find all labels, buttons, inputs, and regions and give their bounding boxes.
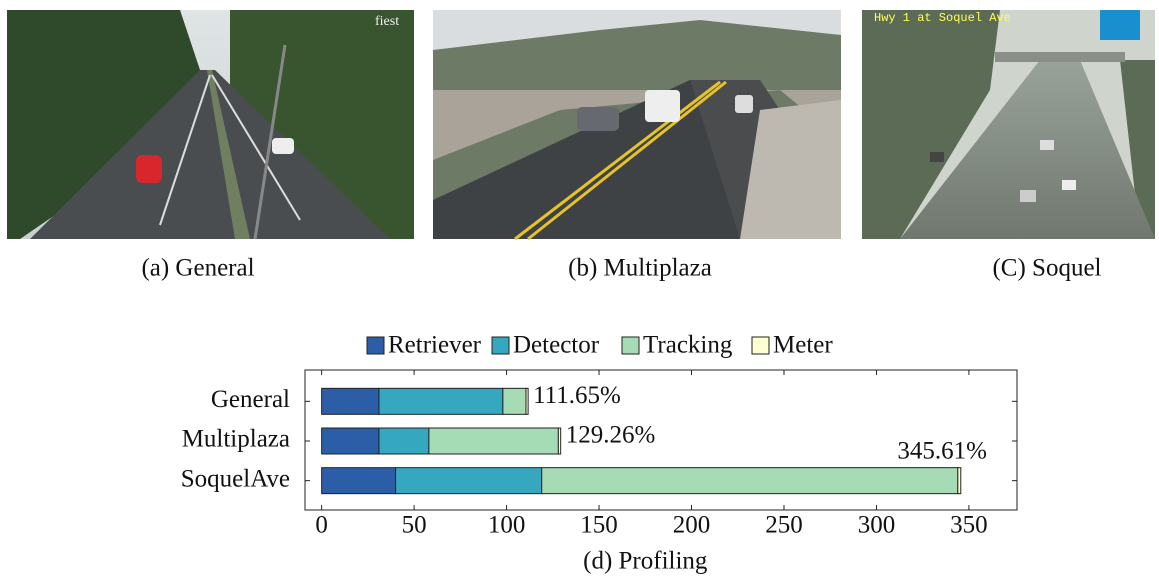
y-tick-label: SoquelAve [181, 465, 290, 492]
bar-segment [525, 387, 529, 415]
photo-general: fiest [7, 10, 414, 240]
bar-segment [321, 467, 397, 495]
watermark: fiest [375, 14, 399, 29]
legend-swatch [366, 336, 385, 355]
bar-segment [395, 467, 543, 495]
axis-frame [304, 369, 1018, 511]
x-tick-label: 300 [858, 512, 896, 539]
total-label: 111.65% [533, 382, 621, 409]
bar-segment [502, 387, 527, 415]
x-tick-label: 250 [765, 512, 803, 539]
x-tick-label: 350 [950, 512, 988, 539]
photo-soquel: Hwy 1 at Soquel Ave [862, 10, 1155, 239]
caption: (C) Soquel [992, 255, 1101, 282]
overlay-text: Hwy 1 at Soquel Ave [874, 11, 1011, 25]
bar-segment [957, 467, 962, 495]
x-tick-label: 50 [402, 512, 427, 539]
total-label: 129.26% [566, 422, 656, 449]
x-tick-label: 150 [580, 512, 618, 539]
legend-swatch [751, 336, 770, 355]
bar-segment [321, 427, 380, 455]
y-tick-label: Multiplaza [182, 426, 290, 453]
photo-multiplaza [433, 10, 841, 241]
bar-segment [321, 387, 380, 415]
bar-segment [378, 427, 430, 455]
x-tick-label: 100 [488, 512, 526, 539]
bar-segment [428, 427, 559, 455]
caption: (a) General [141, 255, 254, 282]
legend-label: Detector [513, 332, 600, 359]
legend-label: Meter [773, 332, 833, 359]
legend-label: Retriever [388, 332, 482, 359]
y-tick-label: General [211, 386, 290, 413]
x-tick-label: 200 [673, 512, 711, 539]
bar-segment [378, 387, 504, 415]
legend-swatch [621, 336, 640, 355]
legend-label: Tracking [643, 332, 733, 359]
x-axis-label: (d) Profiling [583, 548, 708, 575]
bar-segment [557, 427, 562, 455]
caption: (b) Multiplaza [568, 255, 712, 282]
x-tick-label: 0 [315, 512, 328, 539]
total-label: 345.61% [897, 437, 987, 464]
bar-segment [541, 467, 959, 495]
chart: Retriever Detector Tracking Meter 0 50 100 150 2… [181, 332, 1018, 575]
legend-swatch [491, 336, 510, 355]
